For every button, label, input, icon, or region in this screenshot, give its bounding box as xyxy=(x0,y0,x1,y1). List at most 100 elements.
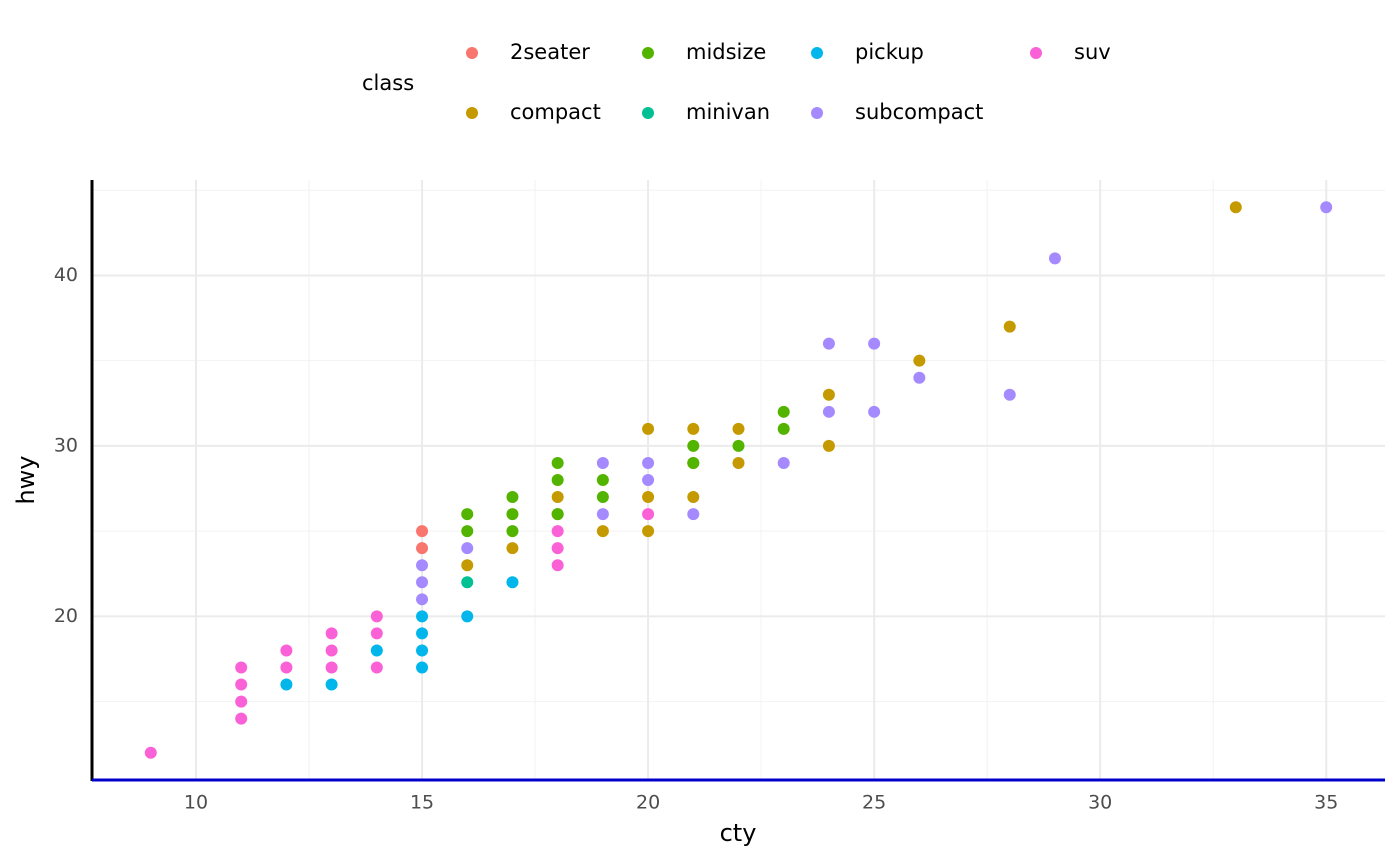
point xyxy=(822,388,835,401)
point xyxy=(416,610,429,623)
x-tick-label: 30 xyxy=(1088,792,1112,814)
point xyxy=(235,678,248,691)
point xyxy=(913,371,926,384)
point xyxy=(551,456,564,469)
x-axis-label: cty xyxy=(720,819,757,847)
legend-key xyxy=(811,47,823,59)
point xyxy=(461,525,474,538)
x-tick-label: 10 xyxy=(184,792,208,814)
x-tick-label: 25 xyxy=(862,792,886,814)
point xyxy=(642,491,655,504)
point xyxy=(1320,201,1333,214)
point xyxy=(551,508,564,521)
point xyxy=(370,610,383,623)
point xyxy=(325,678,338,691)
legend-label: minivan xyxy=(686,100,770,124)
point xyxy=(642,474,655,486)
point xyxy=(596,474,609,486)
point xyxy=(370,644,383,657)
legend-label: 2seater xyxy=(510,40,590,64)
point xyxy=(506,576,519,589)
point xyxy=(1003,388,1016,401)
point xyxy=(868,405,881,418)
point xyxy=(1003,320,1016,333)
point xyxy=(777,422,790,435)
point xyxy=(642,508,655,521)
point xyxy=(235,695,248,708)
legend-key xyxy=(466,107,478,119)
point xyxy=(732,422,745,435)
y-axis-label: hwy xyxy=(12,455,40,504)
point xyxy=(596,525,609,538)
x-tick-label: 15 xyxy=(410,792,434,814)
point xyxy=(822,439,835,452)
point xyxy=(687,422,700,435)
point xyxy=(280,661,293,674)
point xyxy=(732,456,745,469)
legend-key xyxy=(642,47,654,59)
legend-key xyxy=(466,47,478,59)
point xyxy=(642,525,655,538)
point xyxy=(596,508,609,521)
point xyxy=(551,474,564,486)
legend-key xyxy=(1030,47,1042,59)
point xyxy=(506,491,519,504)
legend-title: class xyxy=(362,71,414,95)
point xyxy=(325,661,338,674)
legend-label: compact xyxy=(510,100,601,124)
point xyxy=(687,456,700,469)
point xyxy=(506,508,519,521)
point xyxy=(461,610,474,623)
point xyxy=(416,576,429,589)
point xyxy=(416,542,429,555)
point xyxy=(461,508,474,521)
point xyxy=(144,746,157,759)
point xyxy=(687,439,700,452)
point xyxy=(868,337,881,350)
y-tick-label: 30 xyxy=(54,434,78,456)
legend-label: midsize xyxy=(686,40,766,64)
legend-key xyxy=(811,107,823,119)
point xyxy=(506,525,519,538)
point xyxy=(416,644,429,657)
point xyxy=(235,712,248,725)
point xyxy=(461,542,474,555)
point xyxy=(325,644,338,657)
y-tick-label: 20 xyxy=(54,605,78,627)
point xyxy=(596,491,609,504)
point xyxy=(416,559,429,572)
legend-label: subcompact xyxy=(855,100,983,124)
point xyxy=(416,525,429,538)
legend-label: pickup xyxy=(855,40,924,64)
point xyxy=(551,525,564,538)
point xyxy=(1048,252,1061,265)
point xyxy=(280,644,293,657)
legend-key xyxy=(642,107,654,119)
point xyxy=(280,678,293,691)
x-tick-label: 35 xyxy=(1314,792,1338,814)
point xyxy=(1229,201,1242,214)
point xyxy=(461,576,474,589)
point xyxy=(687,508,700,521)
y-tick-label: 40 xyxy=(54,264,78,286)
point xyxy=(642,456,655,469)
point xyxy=(370,627,383,640)
point xyxy=(777,456,790,469)
point xyxy=(416,593,429,606)
point xyxy=(461,559,474,572)
point xyxy=(822,405,835,418)
point xyxy=(551,542,564,555)
point xyxy=(642,422,655,435)
point xyxy=(370,661,383,674)
point xyxy=(416,661,429,674)
point xyxy=(596,456,609,469)
point xyxy=(551,491,564,504)
x-tick-label: 20 xyxy=(636,792,660,814)
point xyxy=(732,439,745,452)
point xyxy=(687,491,700,504)
point xyxy=(913,354,926,367)
point xyxy=(506,542,519,555)
legend-label: suv xyxy=(1074,40,1111,64)
point xyxy=(235,661,248,674)
